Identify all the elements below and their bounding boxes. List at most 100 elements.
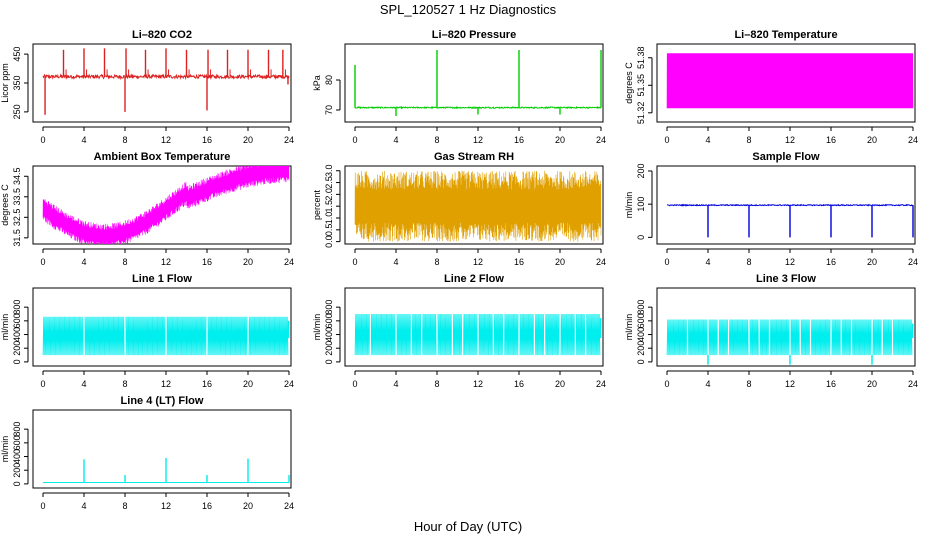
x-tick-label: 16 bbox=[514, 379, 524, 389]
y-tick-label: 0 bbox=[12, 481, 22, 486]
x-tick-label: 4 bbox=[81, 257, 86, 267]
x-tick-label: 24 bbox=[908, 379, 918, 389]
x-tick-label: 16 bbox=[826, 257, 836, 267]
x-tick-label: 20 bbox=[555, 257, 565, 267]
y-tick-label: 600 bbox=[324, 313, 334, 328]
panel-title: Gas Stream RH bbox=[434, 151, 514, 163]
y-tick-label: 400 bbox=[324, 327, 334, 342]
y-tick-label: 0 bbox=[636, 235, 646, 240]
x-tick-label: 4 bbox=[81, 135, 86, 145]
x-axis-label: Hour of Day (UTC) bbox=[414, 519, 522, 534]
panel-8: Line 2 Flow 0 4 8 12 16 20 24 0 200400600800ml/mi… bbox=[312, 273, 606, 389]
y-axis-label: degrees C bbox=[0, 184, 10, 226]
x-tick-label: 8 bbox=[746, 257, 751, 267]
x-tick-label: 4 bbox=[81, 379, 86, 389]
panel-title: Sample Flow bbox=[752, 151, 820, 163]
y-tick-label: 350 bbox=[12, 75, 22, 90]
y-tick-label: 400 bbox=[636, 327, 646, 342]
x-tick-label: 8 bbox=[746, 379, 751, 389]
x-tick-label: 20 bbox=[867, 379, 877, 389]
y-axis-label: ml/min bbox=[0, 436, 10, 463]
x-tick-label: 20 bbox=[867, 135, 877, 145]
x-tick-label: 20 bbox=[555, 135, 565, 145]
y-axis-label: ml/min bbox=[624, 192, 634, 219]
x-tick-label: 12 bbox=[473, 135, 483, 145]
y-tick-label: 70 bbox=[324, 105, 334, 115]
x-tick-label: 0 bbox=[352, 379, 357, 389]
x-tick-label: 16 bbox=[202, 135, 212, 145]
plot-frame bbox=[656, 287, 916, 367]
y-tick-label: 2.0 bbox=[324, 188, 334, 201]
y-tick-label: 400 bbox=[12, 449, 22, 464]
x-tick-label: 24 bbox=[596, 135, 606, 145]
panel-title: Line 3 Flow bbox=[756, 273, 816, 285]
y-axis-label: Licor ppm bbox=[0, 63, 10, 103]
x-tick-label: 24 bbox=[596, 379, 606, 389]
y-tick-label: 31.5 bbox=[12, 229, 22, 247]
x-tick-label: 0 bbox=[664, 135, 669, 145]
x-tick-label: 24 bbox=[284, 379, 294, 389]
panel-4: Ambient Box Temperature 0 4 8 12 16 20 24 31.5 32… bbox=[0, 151, 294, 267]
x-tick-label: 4 bbox=[393, 379, 398, 389]
y-tick-label: 800 bbox=[636, 300, 646, 315]
series-line bbox=[666, 53, 914, 109]
y-tick-label: 80 bbox=[324, 75, 334, 85]
x-tick-label: 0 bbox=[664, 379, 669, 389]
y-tick-label: 0 bbox=[636, 359, 646, 364]
y-tick-label: 0.5 bbox=[324, 224, 334, 237]
x-tick-label: 0 bbox=[352, 135, 357, 145]
series-line bbox=[354, 170, 602, 242]
y-tick-label: 34.5 bbox=[12, 167, 22, 185]
panel-title: Li–820 CO2 bbox=[132, 29, 192, 41]
y-tick-label: 0.0 bbox=[324, 235, 334, 248]
x-tick-label: 20 bbox=[555, 379, 565, 389]
x-tick-label: 24 bbox=[284, 501, 294, 511]
plot-frame bbox=[32, 165, 292, 245]
series-line bbox=[354, 105, 602, 110]
x-tick-label: 12 bbox=[785, 379, 795, 389]
x-tick-label: 4 bbox=[705, 257, 710, 267]
y-tick-label: 800 bbox=[12, 422, 22, 437]
plot-frame bbox=[344, 287, 604, 367]
x-tick-label: 20 bbox=[243, 135, 253, 145]
panel-10: Line 4 (LT) Flow 0 4 8 12 16 20 24 0 200400600800… bbox=[0, 395, 294, 511]
x-tick-label: 16 bbox=[514, 257, 524, 267]
plot-frame bbox=[32, 287, 292, 367]
y-tick-label: 51.35 bbox=[636, 74, 646, 97]
x-tick-label: 8 bbox=[122, 379, 127, 389]
y-tick-label: 3.0 bbox=[324, 164, 334, 177]
y-tick-label: 450 bbox=[12, 47, 22, 62]
y-tick-label: 800 bbox=[324, 300, 334, 315]
y-axis-label: ml/min bbox=[312, 314, 322, 341]
x-tick-label: 8 bbox=[434, 135, 439, 145]
x-tick-label: 8 bbox=[746, 135, 751, 145]
panel-9: Line 3 Flow 0 4 8 12 16 20 24 0 200400600800ml/mi… bbox=[624, 273, 918, 389]
y-tick-label: 600 bbox=[636, 313, 646, 328]
y-tick-label: 400 bbox=[12, 327, 22, 342]
y-tick-label: 250 bbox=[12, 104, 22, 119]
x-tick-label: 24 bbox=[908, 135, 918, 145]
x-tick-label: 12 bbox=[473, 379, 483, 389]
y-tick-label: 2.5 bbox=[324, 176, 334, 189]
y-tick-label: 1.0 bbox=[324, 212, 334, 225]
panel-7: Line 1 Flow 0 4 8 12 16 20 24 0 200400600800ml/mi… bbox=[0, 273, 294, 389]
x-tick-label: 20 bbox=[243, 501, 253, 511]
x-tick-label: 12 bbox=[785, 135, 795, 145]
figure-title: SPL_120527 1 Hz Diagnostics bbox=[380, 2, 557, 17]
y-tick-label: 32.5 bbox=[12, 209, 22, 227]
y-axis-label: ml/min bbox=[0, 314, 10, 341]
y-tick-label: 200 bbox=[324, 341, 334, 356]
x-tick-label: 16 bbox=[202, 379, 212, 389]
y-tick-label: 200 bbox=[12, 341, 22, 356]
panel-title: Line 4 (LT) Flow bbox=[121, 395, 204, 407]
y-tick-label: 200 bbox=[636, 341, 646, 356]
x-tick-label: 16 bbox=[826, 379, 836, 389]
x-tick-label: 0 bbox=[40, 501, 45, 511]
y-tick-label: 1.5 bbox=[324, 200, 334, 213]
y-axis-label: ml/min bbox=[624, 314, 634, 341]
x-tick-label: 12 bbox=[161, 257, 171, 267]
x-tick-label: 24 bbox=[596, 257, 606, 267]
x-tick-label: 12 bbox=[161, 379, 171, 389]
